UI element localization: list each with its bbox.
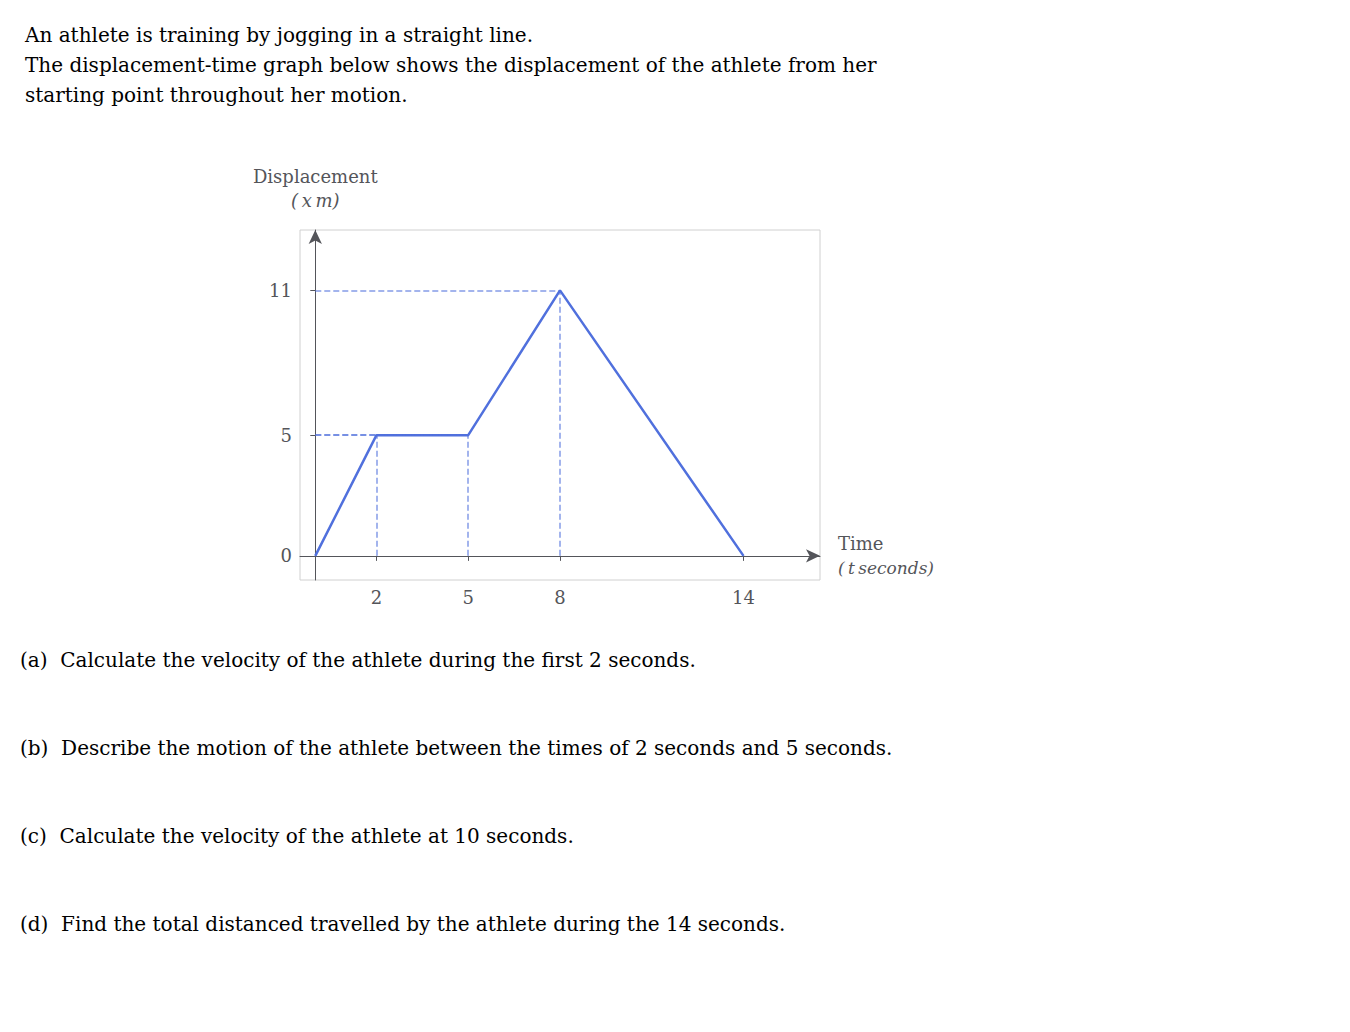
- svg-text:(c) Calculate the velocity of: (c) Calculate the velocity of the athlet…: [20, 824, 574, 848]
- svg-text:(a) Calculate the velocity of: (a) Calculate the velocity of the athlet…: [20, 648, 696, 672]
- svg-text:5: 5: [463, 587, 474, 608]
- svg-text:Displacement: Displacement: [253, 166, 378, 187]
- svg-text:2: 2: [371, 587, 382, 608]
- svg-text:An athlete is training by jogg: An athlete is training by jogging in a s…: [24, 23, 533, 47]
- svg-text:(b) Describe the motion of th: (b) Describe the motion of the athlete b…: [20, 736, 892, 760]
- svg-text:starting point throughout her: starting point throughout her motion.: [25, 83, 408, 107]
- svg-text:8: 8: [554, 587, 565, 608]
- svg-text:(d) Find the total distanced: (d) Find the total distanced travelled b…: [20, 912, 785, 936]
- svg-text:11: 11: [269, 280, 292, 301]
- svg-text:0: 0: [281, 545, 292, 566]
- svg-text:The displacement-time graph be: The displacement-time graph below shows …: [25, 53, 877, 77]
- svg-text:14: 14: [732, 587, 755, 608]
- svg-text:( x m): ( x m): [291, 190, 339, 211]
- svg-text:( t seconds): ( t seconds): [838, 558, 934, 578]
- svg-text:5: 5: [281, 425, 292, 446]
- svg-text:Time: Time: [838, 533, 883, 554]
